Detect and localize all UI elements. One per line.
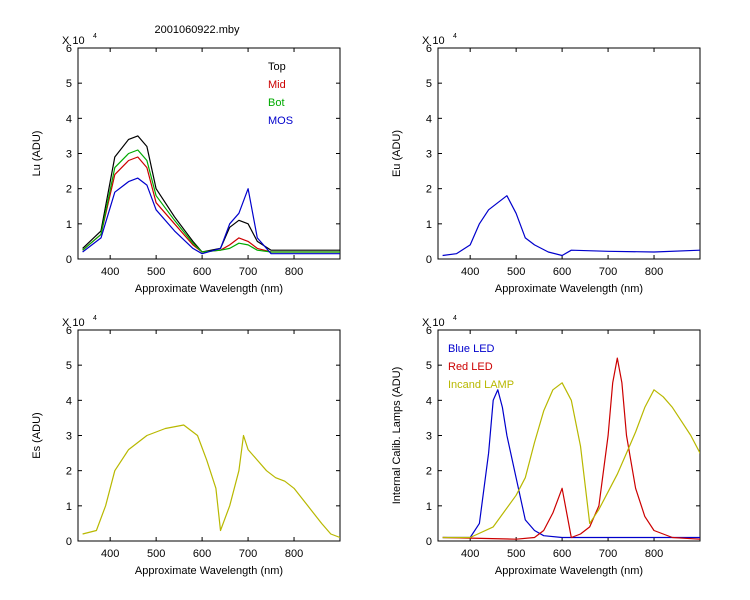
y-multiplier: X 10	[422, 317, 445, 329]
x-tick-label: 800	[645, 548, 663, 560]
y-tick-label: 4	[426, 113, 432, 125]
x-tick-label: 600	[553, 266, 571, 278]
x-axis-label: Approximate Wavelength (nm)	[135, 565, 283, 577]
series-line-bot	[82, 149, 340, 253]
y-tick-label: 1	[426, 219, 432, 231]
x-tick-label: 700	[239, 548, 257, 560]
y-tick-label: 0	[426, 536, 432, 548]
y-tick-label: 2	[426, 184, 432, 196]
x-tick-label: 700	[599, 266, 617, 278]
x-axis-label: Approximate Wavelength (nm)	[495, 565, 643, 577]
legend-entry-mos: MOS	[268, 115, 293, 127]
y-exponent: 4	[93, 315, 97, 322]
y-tick-label: 6	[426, 43, 432, 55]
legend-entry-blue-led: Blue LED	[448, 343, 495, 355]
y-tick-label: 4	[66, 113, 72, 125]
legend-entry-mid: Mid	[268, 79, 286, 91]
x-tick-label: 400	[101, 266, 119, 278]
series-line-blue-led	[442, 389, 700, 539]
y-axis-label: Internal Calib. Lamps (ADU)	[391, 367, 403, 505]
x-axis-label: Approximate Wavelength (nm)	[495, 283, 643, 295]
legend-entry-top: Top	[268, 61, 286, 73]
x-tick-label: 800	[285, 548, 303, 560]
x-axis-label: Approximate Wavelength (nm)	[135, 283, 283, 295]
y-tick-label: 6	[426, 325, 432, 337]
y-multiplier: X 10	[62, 35, 85, 47]
figure-title: 2001060922.mby	[154, 24, 240, 36]
y-axis-label: Eu (ADU)	[391, 130, 403, 177]
y-exponent: 4	[453, 33, 457, 40]
y-tick-label: 3	[66, 431, 72, 443]
y-tick-label: 6	[66, 325, 72, 337]
y-multiplier: X 10	[62, 317, 85, 329]
series-line-mos	[82, 177, 340, 255]
series-line-mid	[82, 156, 340, 253]
y-tick-label: 3	[426, 149, 432, 161]
y-exponent: 4	[93, 33, 97, 40]
y-tick-label: 2	[66, 184, 72, 196]
series-line-1	[82, 424, 340, 539]
legend-entry-bot: Bot	[268, 97, 285, 109]
y-tick-label: 2	[66, 466, 72, 478]
x-tick-label: 500	[507, 548, 525, 560]
x-tick-label: 700	[599, 548, 617, 560]
panel-internal-calib-lamps: 400 500 600 700 800 0 1 2 3 4 5 6X 10 4 Approximate W…	[391, 315, 701, 577]
y-tick-label: 5	[66, 78, 72, 90]
x-tick-label: 600	[193, 266, 211, 278]
plot-frame	[77, 329, 341, 542]
y-tick-label: 0	[66, 536, 72, 548]
legend-entry-incand-lamp: Incand LAMP	[448, 379, 514, 391]
x-tick-label: 400	[101, 548, 119, 560]
y-tick-label: 0	[426, 254, 432, 266]
panel-lu: 400 500 600 700 800 0 1 2 3 4 5 6X 10 4 Approximate W…	[31, 33, 341, 295]
x-tick-label: 400	[461, 548, 479, 560]
panel-eu: 400 500 600 700 800 0 1 2 3 4 5 6X 10 4 Approximate W…	[391, 33, 701, 295]
y-tick-label: 4	[66, 395, 72, 407]
y-tick-label: 5	[66, 360, 72, 372]
y-axis-label: Es (ADU)	[31, 412, 43, 458]
y-tick-label: 1	[66, 219, 72, 231]
series-line-red-led	[442, 357, 700, 540]
panel-es: 400 500 600 700 800 0 1 2 3 4 5 6X 10 4 Approximate W…	[31, 315, 341, 577]
x-tick-label: 600	[553, 548, 571, 560]
y-multiplier: X 10	[422, 35, 445, 47]
y-tick-label: 3	[66, 149, 72, 161]
y-tick-label: 4	[426, 395, 432, 407]
y-tick-label: 0	[66, 254, 72, 266]
x-tick-label: 700	[239, 266, 257, 278]
y-tick-label: 5	[426, 360, 432, 372]
x-tick-label: 500	[147, 548, 165, 560]
x-tick-label: 500	[507, 266, 525, 278]
series-line-top	[82, 135, 340, 253]
legend-entry-red-led: Red LED	[448, 361, 493, 373]
x-tick-label: 800	[285, 266, 303, 278]
y-exponent: 4	[453, 315, 457, 322]
x-tick-label: 400	[461, 266, 479, 278]
y-tick-label: 6	[66, 43, 72, 55]
series-line-1	[442, 195, 700, 257]
y-tick-label: 5	[426, 78, 432, 90]
x-tick-label: 500	[147, 266, 165, 278]
y-tick-label: 1	[66, 501, 72, 513]
y-tick-label: 1	[426, 501, 432, 513]
y-tick-label: 3	[426, 431, 432, 443]
x-tick-label: 800	[645, 266, 663, 278]
series-line-incand-lamp	[442, 382, 700, 539]
x-tick-label: 600	[193, 548, 211, 560]
y-tick-label: 2	[426, 466, 432, 478]
y-axis-label: Lu (ADU)	[31, 131, 43, 177]
